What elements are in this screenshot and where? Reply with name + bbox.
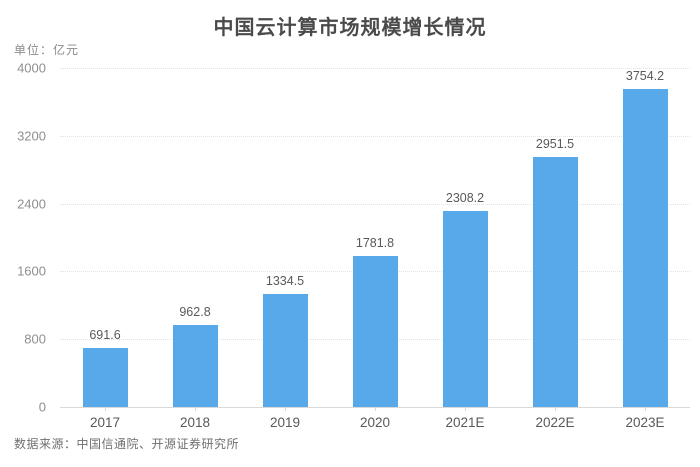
chart-title: 中国云计算市场规模增长情况 bbox=[213, 17, 487, 39]
bar-2023E bbox=[622, 88, 668, 407]
x-axis-label-2023E: 2023E bbox=[625, 415, 665, 430]
y-axis-tick-label: 2400 bbox=[17, 196, 46, 212]
bar-2018 bbox=[172, 325, 218, 407]
bar-2020 bbox=[352, 256, 398, 407]
bar-column-2018: 962.8 bbox=[150, 68, 240, 407]
x-axis-label-2019: 2019 bbox=[269, 415, 301, 430]
x-axis-label-2018: 2018 bbox=[179, 415, 211, 430]
plot-area: 0 800 1600 2400 3200 4000 691.6 962.8 1334.5 1781… bbox=[17, 61, 690, 430]
x-axis-tick bbox=[645, 407, 646, 411]
bar-column-2022E: 2951.5 bbox=[510, 68, 600, 407]
x-axis-tick bbox=[195, 407, 196, 411]
x-axis-tick bbox=[285, 407, 286, 411]
y-axis-tick-label: 800 bbox=[24, 331, 46, 347]
x-axis-tick bbox=[375, 407, 376, 411]
y-axis-tick-label: 3200 bbox=[17, 128, 46, 144]
bar-columns: 691.6 962.8 1334.5 1781.8 2308.2 2951.5 3754.2 bbox=[60, 68, 690, 407]
bar-value-label: 2308.2 bbox=[445, 191, 485, 206]
gridline-2400 bbox=[60, 203, 690, 205]
bar-value-label: 1781.8 bbox=[355, 236, 395, 250]
gridline-3200 bbox=[60, 135, 690, 137]
y-axis-unit-label: 单位：亿元 bbox=[14, 43, 80, 57]
x-axis-label-2020: 2020 bbox=[359, 415, 391, 430]
bar-column-2017: 691.6 bbox=[60, 68, 150, 407]
bar-2019 bbox=[262, 293, 308, 407]
bar-2022E bbox=[532, 156, 578, 407]
x-axis-label-2022E: 2022E bbox=[535, 415, 575, 430]
bar-value-label: 691.6 bbox=[89, 328, 121, 343]
x-axis-label-2017: 2017 bbox=[89, 415, 121, 430]
x-axis-tick bbox=[465, 407, 466, 411]
source-note: 数据来源：中国信通院、开源证券研究所 bbox=[14, 437, 240, 451]
bar-value-label: 3754.2 bbox=[625, 68, 665, 83]
bar-value-label: 2951.5 bbox=[535, 136, 575, 151]
bar-value-label: 1334.5 bbox=[265, 273, 305, 288]
bar-column-2020: 1781.8 bbox=[330, 68, 420, 407]
bar-2021E bbox=[442, 211, 488, 407]
x-axis-tick bbox=[555, 407, 556, 411]
gridline-4000 bbox=[60, 68, 690, 69]
y-axis-tick-label: 0 bbox=[38, 399, 46, 415]
y-axis-tick-label: 1600 bbox=[17, 263, 46, 279]
y-axis-tick-label: 4000 bbox=[17, 60, 46, 76]
bar-value-label: 962.8 bbox=[179, 305, 211, 320]
bar-column-2023E: 3754.2 bbox=[600, 68, 690, 407]
bar-column-2019: 1334.5 bbox=[240, 68, 330, 407]
bar-2017 bbox=[82, 348, 128, 407]
x-axis-label-2021E: 2021E bbox=[445, 415, 485, 430]
x-axis-tick bbox=[105, 407, 106, 411]
bar-column-2021E: 2308.2 bbox=[420, 68, 510, 407]
